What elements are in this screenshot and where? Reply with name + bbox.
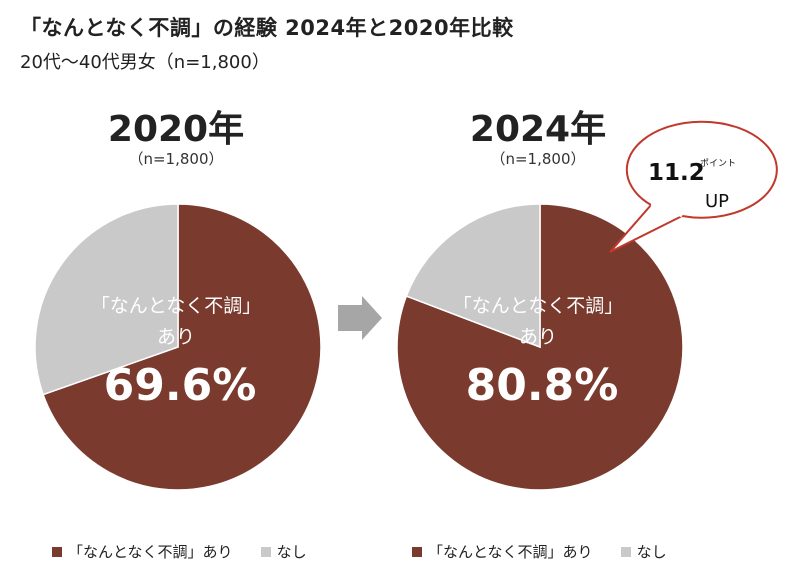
- legend-swatch-no: [260, 546, 271, 557]
- slice-no: [405, 203, 541, 349]
- year-2020-n: （n=1,800）: [128, 150, 224, 168]
- legend-swatch-yes: [52, 546, 62, 557]
- year-2024-n: （n=1,800）: [490, 150, 586, 168]
- chart-subtitle: 20代～40代男女（n=1,800）: [20, 52, 270, 73]
- pie-2024-value: 80.8%: [466, 360, 619, 411]
- legend-swatch-yes: [412, 546, 422, 557]
- legend-swatch-no: [620, 546, 631, 557]
- legend-label-yes: 「なんとなく不調」あり: [68, 543, 233, 561]
- legend-item-yes: 「なんとなく不調」あり: [412, 541, 593, 562]
- callout-up-label: UP: [705, 191, 729, 212]
- year-2020-title: 2020年: [107, 109, 245, 150]
- legend-label-no: なし: [276, 543, 307, 561]
- chart-title: 「なんとなく不調」の経験 2024年と2020年比較: [20, 16, 514, 40]
- callout-bubble: [609, 120, 778, 253]
- legend-label-no: なし: [636, 543, 667, 561]
- legend-item-no: なし: [260, 541, 307, 562]
- legend-item-yes: 「なんとなく不調」あり: [52, 541, 233, 562]
- legend-item-no: なし: [620, 541, 667, 562]
- legend-label-yes: 「なんとなく不調」あり: [428, 543, 593, 561]
- slice-no: [34, 203, 179, 396]
- callout-unit: ポイント: [700, 158, 736, 169]
- pie-2020-value: 69.6%: [104, 360, 257, 411]
- year-2024-title: 2024年: [469, 109, 607, 150]
- pie-2024-label-line1: 「なんとなく不調」: [453, 295, 623, 317]
- pie-2024: [396, 203, 684, 491]
- slice-yes: [42, 203, 322, 491]
- legend-2020: 「なんとなく不調」あり なし: [52, 541, 335, 562]
- right-arrow-icon: [338, 296, 382, 340]
- legend-2024: 「なんとなく不調」あり なし: [412, 541, 695, 562]
- pie-2020-label-line2: あり: [157, 326, 195, 348]
- pie-2020-label-line1: 「なんとなく不調」: [91, 295, 261, 317]
- callout-value: 11.2: [648, 160, 705, 186]
- pie-2024-label-line2: あり: [519, 326, 557, 348]
- pie-2020: [34, 203, 322, 491]
